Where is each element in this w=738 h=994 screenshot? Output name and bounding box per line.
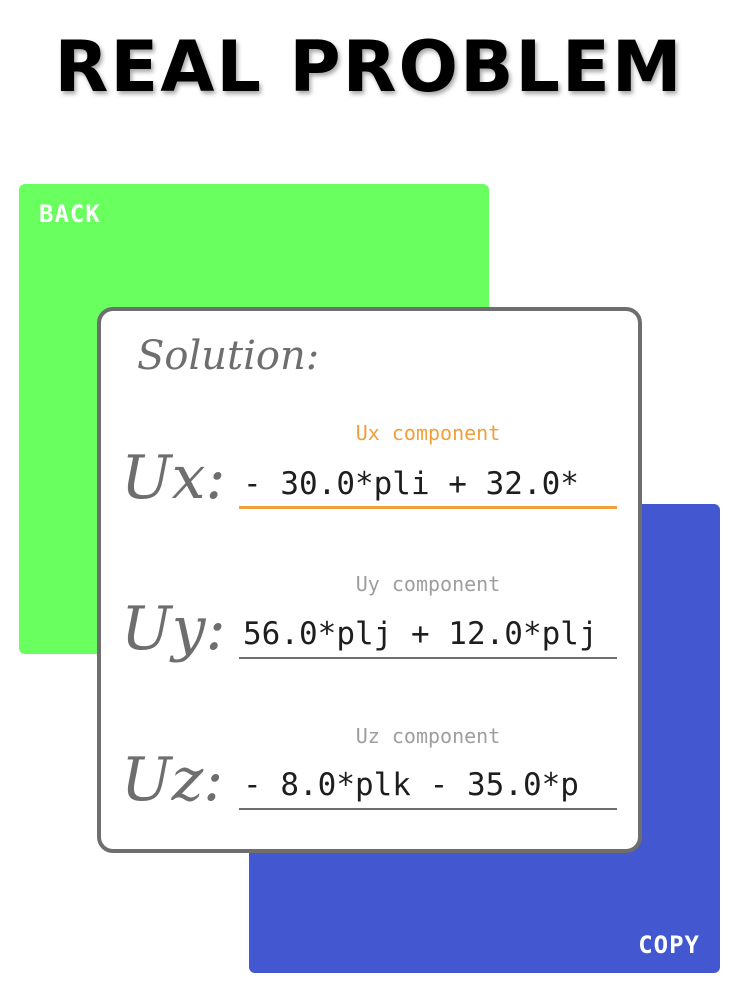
uz-symbol: Uz:: [121, 745, 224, 815]
ux-symbol: Ux:: [121, 443, 226, 513]
ux-component-label: Ux component: [355, 421, 501, 445]
copy-button-label: COPY: [638, 931, 700, 959]
solution-card: Solution: Ux component Ux: - 30.0*pli + …: [97, 307, 642, 853]
back-button-label: BACK: [39, 200, 101, 228]
uy-symbol: Uy:: [121, 594, 226, 664]
solution-title: Solution:: [137, 333, 320, 379]
uy-component-label: Uy component: [355, 572, 501, 596]
uz-component-label: Uz component: [355, 724, 501, 748]
ux-component-field[interactable]: - 30.0*pli + 32.0*: [239, 463, 617, 509]
uy-component-field[interactable]: 56.0*plj + 12.0*plj: [239, 613, 617, 659]
page-title: REAL PROBLEM: [54, 26, 684, 108]
uz-component-field[interactable]: - 8.0*plk - 35.0*p: [239, 764, 617, 810]
